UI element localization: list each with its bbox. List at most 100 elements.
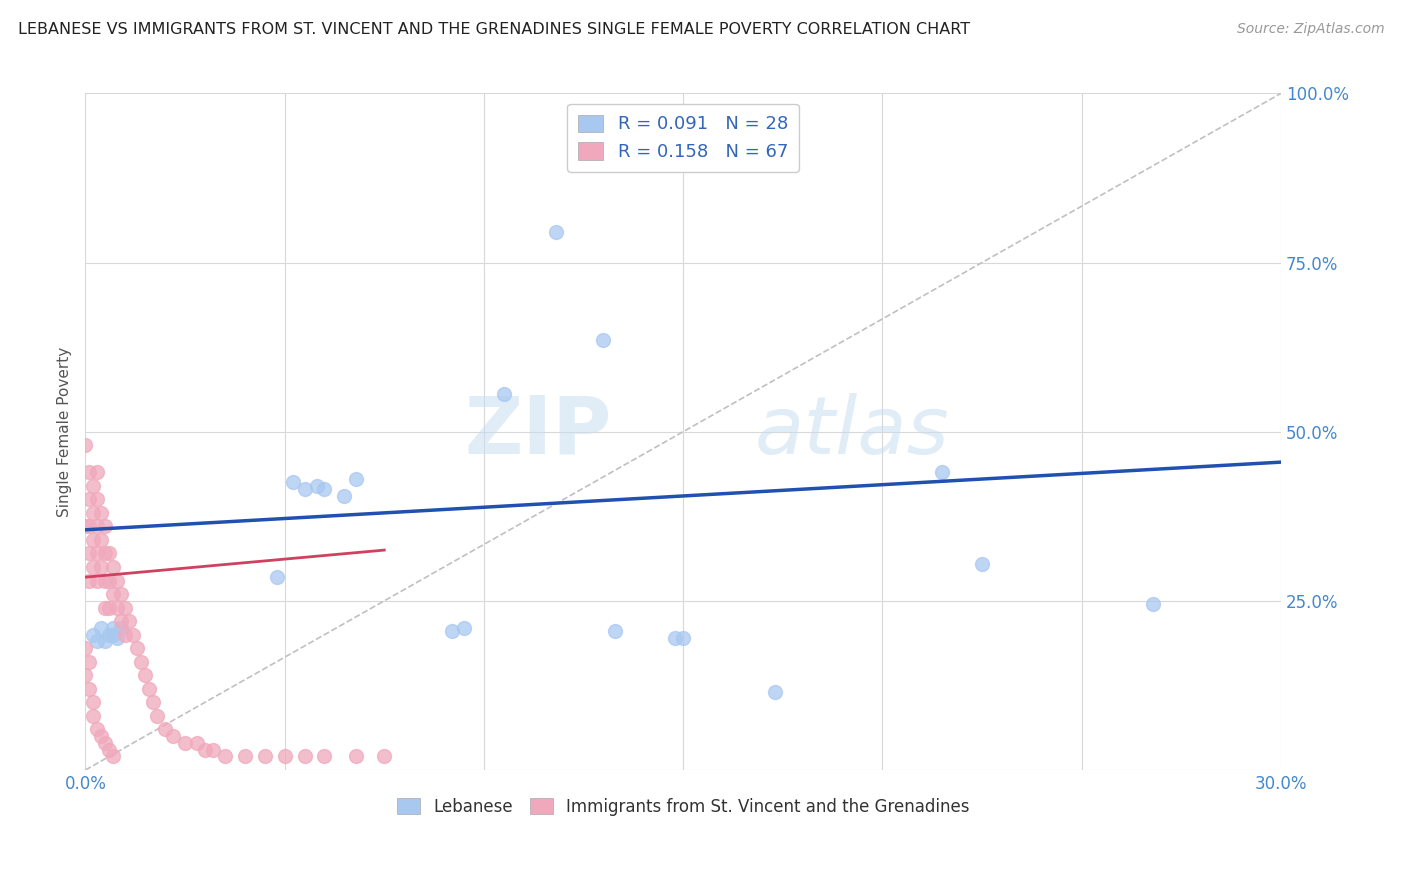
Point (214, 749, 236, 764)
Point (122, 628, 145, 642)
Point (79, 681, 101, 696)
Point (333, 489, 356, 503)
Point (186, 736, 208, 750)
Point (253, 749, 276, 764)
Text: Source: ZipAtlas.com: Source: ZipAtlas.com (1237, 22, 1385, 37)
Point (664, 631, 686, 645)
Point (129, 655, 152, 669)
Point (174, 736, 197, 750)
Point (90, 729, 112, 743)
Point (134, 668, 156, 682)
Point (98, 546, 121, 560)
Point (82, 628, 104, 642)
Point (294, 482, 316, 496)
Point (344, 472, 367, 486)
Point (79, 574, 101, 588)
Point (75, 668, 97, 682)
Text: LEBANESE VS IMMIGRANTS FROM ST. VINCENT AND THE GRENADINES SINGLE FEMALE POVERTY: LEBANESE VS IMMIGRANTS FROM ST. VINCENT … (18, 22, 970, 37)
Text: ZIP: ZIP (464, 392, 612, 471)
Point (105, 574, 128, 588)
Point (305, 479, 328, 493)
Point (82, 695, 104, 709)
Point (86, 492, 108, 507)
Point (114, 600, 136, 615)
Point (94, 519, 117, 533)
Point (266, 570, 288, 584)
Point (94, 634, 117, 648)
Point (86, 574, 108, 588)
Point (82, 560, 104, 574)
Point (110, 621, 132, 635)
Point (94, 574, 117, 588)
Point (453, 621, 475, 635)
Legend: Lebanese, Immigrants from St. Vincent and the Grenadines: Lebanese, Immigrants from St. Vincent an… (389, 791, 976, 822)
Point (118, 614, 141, 628)
Point (110, 587, 132, 601)
Point (201, 742, 224, 756)
Point (86, 546, 108, 560)
Point (103, 628, 125, 642)
Point (75, 641, 97, 656)
Point (138, 681, 160, 696)
Text: atlas: atlas (755, 392, 949, 471)
Point (344, 749, 367, 764)
Point (440, 624, 463, 639)
Point (86, 519, 108, 533)
Point (79, 519, 101, 533)
Point (1142, 597, 1164, 611)
Point (281, 475, 304, 490)
Point (82, 479, 104, 493)
Point (90, 533, 112, 547)
Point (94, 600, 117, 615)
Point (98, 574, 121, 588)
Point (86, 465, 108, 479)
Point (114, 628, 136, 642)
Point (314, 749, 336, 764)
Point (82, 533, 104, 547)
Point (153, 723, 176, 737)
Point (86, 634, 108, 648)
Point (103, 621, 125, 635)
Point (294, 749, 316, 764)
Point (79, 465, 101, 479)
Point (544, 225, 567, 239)
Point (82, 506, 104, 520)
Point (79, 492, 101, 507)
Point (90, 621, 112, 635)
Point (103, 587, 125, 601)
Point (146, 709, 169, 723)
Point (970, 557, 993, 571)
Point (763, 685, 786, 699)
Point (82, 709, 104, 723)
Point (75, 519, 97, 533)
Point (931, 465, 953, 479)
Point (492, 387, 515, 401)
Point (273, 749, 295, 764)
Point (233, 749, 256, 764)
Point (79, 655, 101, 669)
Point (103, 749, 125, 764)
Point (86, 723, 108, 737)
Point (103, 560, 125, 574)
Point (79, 546, 101, 560)
Point (672, 631, 695, 645)
Point (98, 600, 121, 615)
Point (110, 614, 132, 628)
Point (98, 742, 121, 756)
Point (194, 742, 217, 756)
Point (605, 624, 627, 639)
Point (90, 506, 112, 520)
Point (162, 729, 184, 743)
Y-axis label: Single Female Poverty: Single Female Poverty (58, 347, 72, 516)
Point (127, 641, 149, 656)
Point (105, 600, 128, 615)
Point (314, 482, 336, 496)
Point (105, 631, 128, 645)
Point (90, 560, 112, 574)
Point (94, 546, 117, 560)
Point (98, 628, 121, 642)
Point (75, 438, 97, 452)
Point (592, 334, 614, 348)
Point (373, 749, 395, 764)
Point (142, 695, 165, 709)
